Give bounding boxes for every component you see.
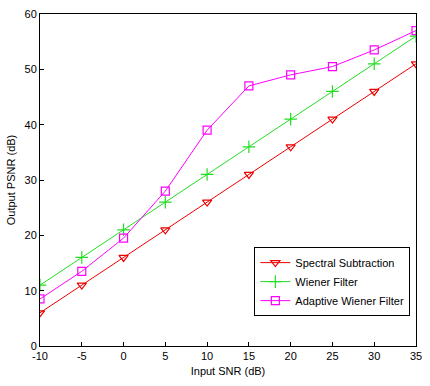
svg-text:30: 30 xyxy=(368,350,380,362)
svg-text:60: 60 xyxy=(25,8,37,20)
svg-text:5: 5 xyxy=(162,350,168,362)
svg-text:0: 0 xyxy=(120,350,126,362)
svg-text:-10: -10 xyxy=(32,350,48,362)
svg-text:50: 50 xyxy=(25,63,37,75)
svg-text:20: 20 xyxy=(285,350,297,362)
svg-text:35: 35 xyxy=(410,350,422,362)
svg-text:Wiener Filter: Wiener Filter xyxy=(295,276,358,288)
svg-text:0: 0 xyxy=(31,340,37,352)
svg-text:10: 10 xyxy=(25,285,37,297)
svg-text:20: 20 xyxy=(25,229,37,241)
svg-text:40: 40 xyxy=(25,119,37,131)
svg-text:Output PSNR (dB): Output PSNR (dB) xyxy=(5,135,17,225)
svg-text:-5: -5 xyxy=(77,350,87,362)
svg-text:15: 15 xyxy=(243,350,255,362)
svg-text:Adaptive Wiener Filter: Adaptive Wiener Filter xyxy=(295,295,404,307)
svg-text:30: 30 xyxy=(25,174,37,186)
svg-text:Spectral Subtraction: Spectral Subtraction xyxy=(295,257,394,269)
svg-text:10: 10 xyxy=(201,350,213,362)
svg-text:Input SNR (dB): Input SNR (dB) xyxy=(191,365,266,377)
svg-text:25: 25 xyxy=(326,350,338,362)
